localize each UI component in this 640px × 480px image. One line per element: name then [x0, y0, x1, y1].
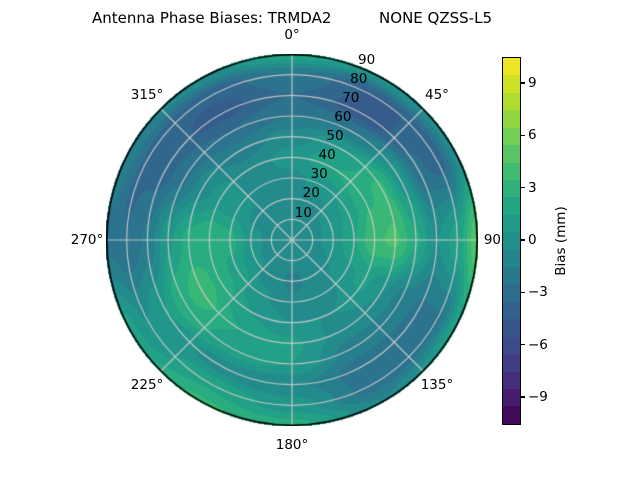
colorbar-tick-label: 6 — [528, 127, 537, 144]
colorbar-band — [503, 127, 520, 146]
polar-heatmap-canvas — [106, 54, 478, 426]
radial-tick-label: 90 — [358, 51, 376, 68]
colorbar-band — [503, 319, 520, 337]
colorbar-tick-label: 0 — [528, 232, 537, 248]
colorbar-band — [503, 284, 520, 302]
colorbar-band — [503, 406, 520, 424]
angular-tick-label: 315° — [130, 87, 164, 104]
colorbar-tick — [521, 134, 525, 137]
colorbar-band — [503, 301, 520, 320]
colorbar-band — [503, 389, 520, 407]
radial-tick-label: 80 — [350, 70, 368, 87]
colorbar-band — [503, 162, 520, 180]
angular-tick-label: 45° — [424, 87, 449, 104]
colorbar-band — [503, 197, 520, 215]
radial-tick-label: 40 — [318, 147, 336, 164]
radial-tick-label: 50 — [326, 128, 344, 145]
colorbar-tick — [521, 291, 525, 293]
colorbar-band — [503, 249, 520, 268]
radial-tick-label: 20 — [302, 185, 320, 202]
radial-tick-label: 70 — [342, 90, 360, 107]
colorbar-axis-label: Bias (mm) — [553, 206, 569, 276]
angular-tick-label: 270° — [70, 232, 104, 248]
colorbar-band — [503, 232, 520, 250]
colorbar-tick-label: −9 — [528, 388, 548, 405]
colorbar-tick — [521, 396, 525, 398]
colorbar-tick-label: −6 — [528, 336, 548, 353]
colorbar-band — [503, 267, 520, 285]
angular-tick-label: 135° — [420, 376, 454, 393]
colorbar-band — [503, 145, 520, 163]
colorbar-band — [503, 58, 520, 76]
colorbar-band — [503, 92, 520, 111]
chart-title: Antenna Phase Biases: TRMDA2 NONE QZSS-L… — [92, 9, 492, 27]
colorbar-band — [503, 75, 520, 93]
colorbar-band — [503, 336, 520, 355]
colorbar-band — [503, 214, 520, 233]
angular-tick-label: 180° — [275, 437, 309, 453]
colorbar-tick — [521, 82, 525, 84]
radial-tick-label: 10 — [294, 204, 312, 221]
colorbar-tick — [521, 239, 525, 241]
colorbar-band — [503, 354, 520, 372]
radial-tick-label: 60 — [334, 109, 352, 126]
angular-tick-label: 90 — [483, 232, 501, 248]
colorbar-band — [503, 371, 520, 390]
colorbar-tick — [521, 343, 525, 346]
radial-tick-label: 30 — [310, 166, 328, 183]
colorbar-tick-label: 9 — [528, 75, 537, 92]
colorbar-tick — [521, 187, 525, 189]
colorbar-band — [503, 179, 520, 198]
angular-tick-label: 0° — [284, 27, 300, 43]
colorbar-band — [503, 110, 520, 128]
colorbar-tick-label: −3 — [528, 284, 548, 301]
colorbar — [502, 57, 521, 425]
colorbar-tick-label: 3 — [528, 179, 537, 196]
angular-tick-label: 225° — [130, 376, 164, 393]
